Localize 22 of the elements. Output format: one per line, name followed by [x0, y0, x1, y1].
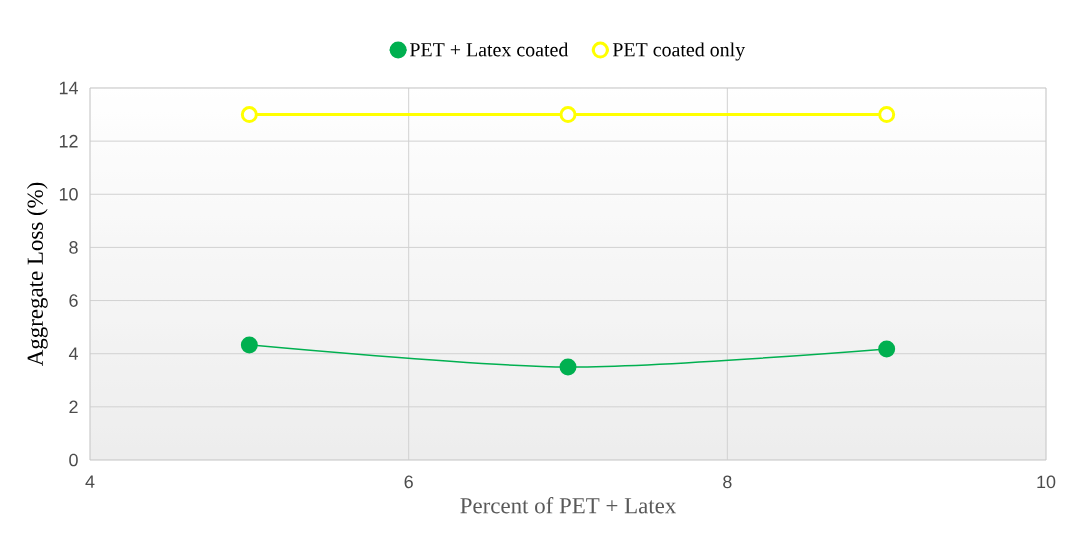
y-tick-label: 10: [59, 187, 78, 201]
y-tick-label: 12: [59, 134, 78, 148]
y-tick-label: 8: [69, 241, 78, 254]
point: [559, 106, 577, 124]
point: [878, 106, 896, 124]
point: [559, 358, 577, 376]
x-tick-label: 8: [723, 475, 732, 489]
legend-label: PET + Latex coated: [409, 42, 569, 57]
y-tick-label: 14: [59, 81, 78, 95]
point: [240, 336, 258, 354]
x-tick-label: 6: [404, 475, 413, 489]
y-tick-label: 6: [69, 294, 78, 307]
y-tick-label: 0: [69, 453, 78, 467]
y-tick-label: 2: [69, 400, 78, 414]
x-tick-label: 10: [1037, 475, 1056, 489]
point: [878, 340, 896, 358]
point: [240, 106, 258, 124]
x-tick-label: 4: [85, 475, 95, 488]
y-axis-title: Aggregate Loss (%): [26, 182, 48, 367]
x-axis-title: Percent of PET + Latex: [460, 497, 677, 514]
y-tick-label: 4: [68, 347, 78, 360]
legend-label: PET coated only: [612, 42, 746, 61]
